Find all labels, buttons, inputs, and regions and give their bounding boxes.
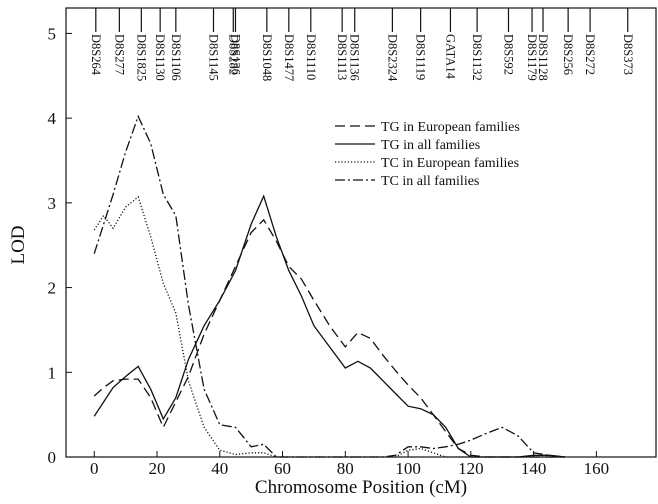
marker-label: D8S1130 [153, 34, 167, 81]
x-tick-label: 80 [337, 459, 354, 478]
line-series [93, 218, 565, 458]
marker-label: D8S1128 [536, 34, 550, 81]
marker-label: D8S1825 [134, 34, 148, 81]
x-tick-label: 20 [149, 459, 166, 478]
marker-label: D8S1110 [304, 34, 318, 80]
legend-label: TC in European families [381, 156, 519, 171]
x-tick-label: 100 [395, 459, 421, 478]
marker-label: D8S1132 [470, 34, 484, 81]
marker-label: GATA14 [443, 34, 457, 80]
marker-label: D8S282 [226, 34, 240, 75]
y-tick-label: 0 [48, 448, 57, 467]
plot-frame [65, 7, 657, 458]
marker-label: D8S277 [112, 34, 126, 75]
marker-label: D8S1119 [414, 34, 428, 80]
marker-label: D8S1145 [207, 34, 221, 81]
marker-label: D8S2324 [385, 34, 399, 82]
y-axis-label: LOD [8, 225, 29, 264]
x-tick-label: 0 [90, 459, 99, 478]
x-tick-label: 120 [458, 459, 484, 478]
y-tick-label: 2 [48, 279, 57, 298]
marker-label: D8S264 [89, 34, 103, 76]
y-tick-label: 5 [48, 24, 57, 43]
y-tick-label: 3 [48, 194, 57, 213]
line-series [93, 114, 566, 458]
marker-label: D8S1477 [282, 34, 296, 81]
marker-label: D8S272 [583, 34, 597, 75]
marker-label: D8S592 [502, 34, 516, 75]
y-tick-label: 4 [48, 109, 57, 128]
marker-label: D8S1136 [348, 34, 362, 81]
marker-label: D8S136 [228, 34, 242, 75]
line-series [93, 194, 566, 458]
x-tick-label: 40 [211, 459, 228, 478]
legend-label: TC in all families [381, 174, 479, 189]
x-tick-label: 160 [584, 459, 610, 478]
marker-label: D8S373 [621, 34, 635, 75]
x-tick-label: 60 [274, 459, 291, 478]
legend-label: TG in European families [381, 120, 520, 135]
marker-label: D8S1113 [335, 34, 349, 80]
marker-label: D8S1179 [525, 34, 539, 81]
marker-label: D8S256 [561, 34, 575, 75]
x-tick-label: 140 [521, 459, 547, 478]
x-axis-label: Chromosome Position (cM) [255, 477, 467, 498]
y-tick-label: 1 [48, 363, 57, 382]
marker-label: D8S1106 [169, 34, 183, 81]
legend-label: TG in all families [381, 138, 480, 153]
line-series [93, 195, 565, 458]
marker-label: D8S1048 [260, 34, 274, 81]
